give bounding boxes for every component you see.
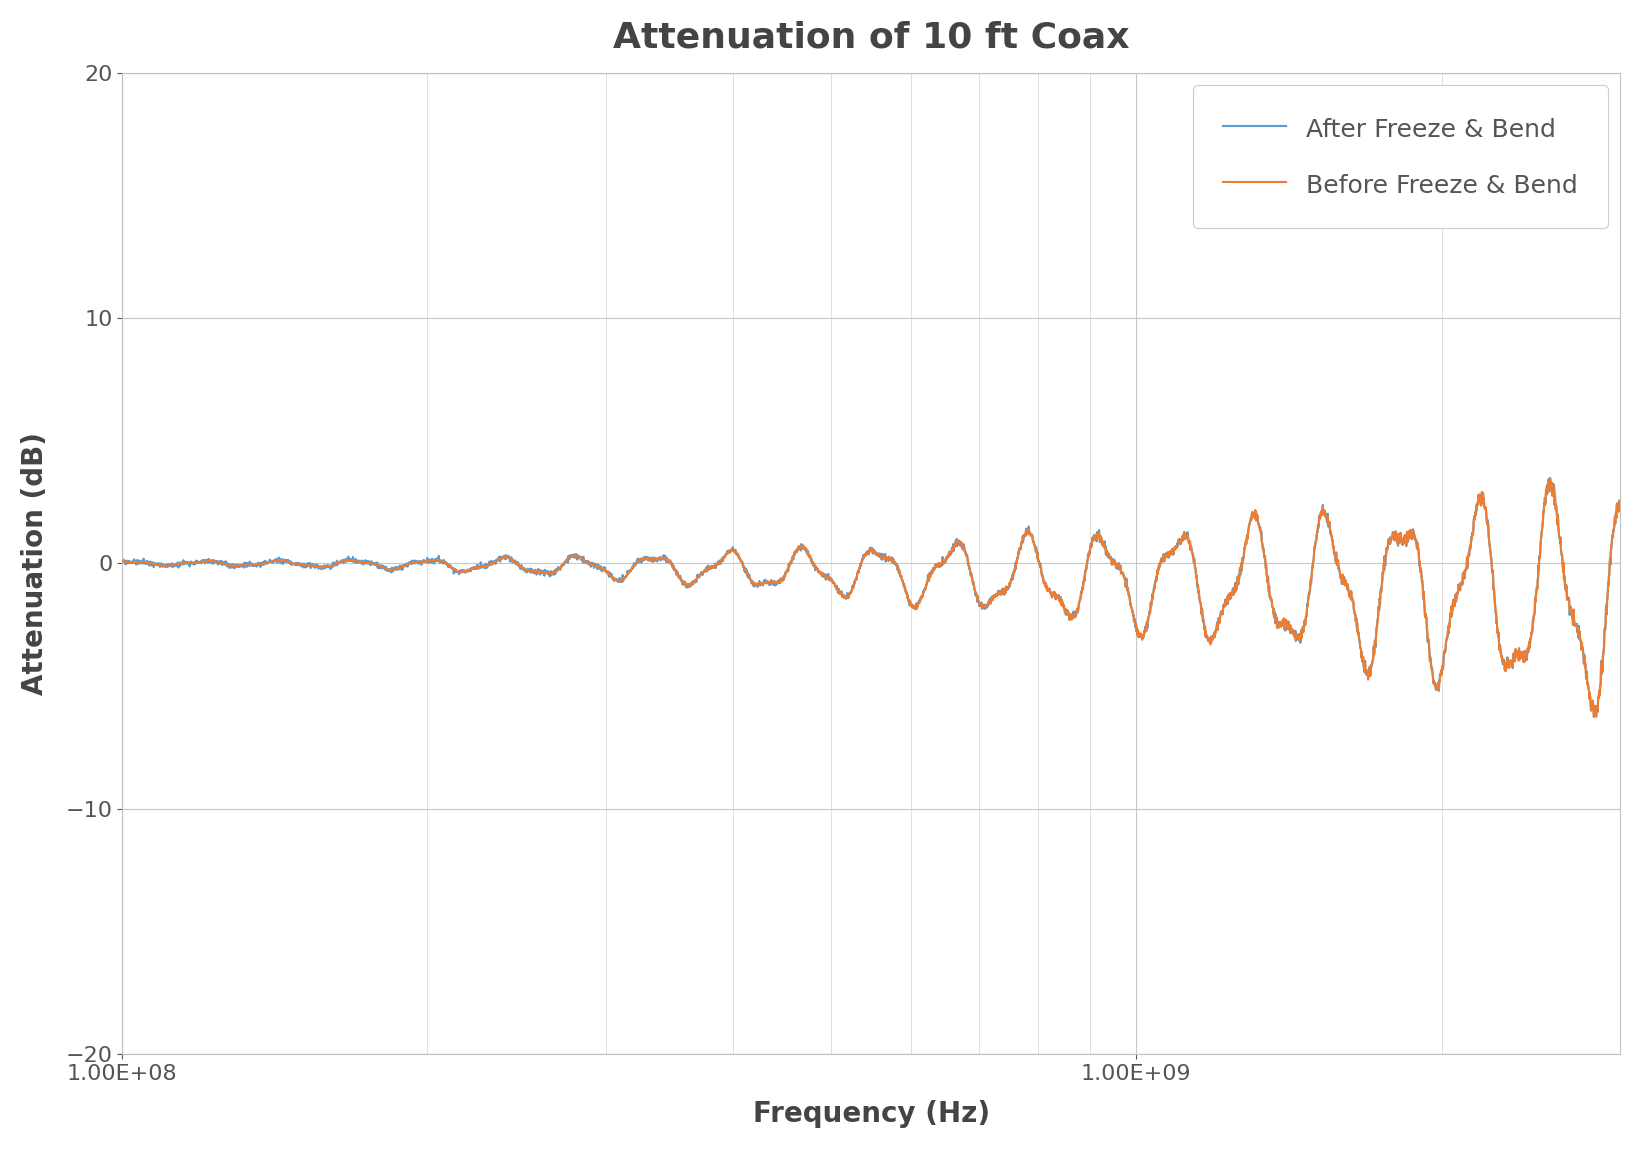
Before Freeze & Bend (742, 576, 761, 589)
After Freeze & Bend (1201, 637, 1221, 650)
Line: Before Freeze & Bend: Before Freeze & Bend (121, 478, 1620, 717)
Before Freeze & Bend (1201, 638, 1221, 651)
After Freeze & Bend (1541, 471, 1561, 485)
X-axis label: Frequency (Hz): Frequency (Hz) (753, 1100, 990, 1128)
Before Freeze & Bend (1584, 710, 1603, 724)
After Freeze & Bend (742, 577, 761, 591)
Before Freeze & Bend (1564, 617, 1584, 631)
Before Freeze & Bend (824, 576, 843, 589)
Before Freeze & Bend (1490, 643, 1510, 657)
After Freeze & Bend (1564, 616, 1584, 630)
After Freeze & Bend (1584, 710, 1603, 724)
Before Freeze & Bend (1610, 499, 1630, 512)
After Freeze & Bend (824, 577, 843, 591)
After Freeze & Bend (753, 577, 773, 591)
Legend: After Freeze & Bend, Before Freeze & Bend: After Freeze & Bend, Before Freeze & Ben… (1193, 85, 1608, 228)
Before Freeze & Bend (1541, 471, 1561, 485)
After Freeze & Bend (1490, 643, 1510, 657)
Before Freeze & Bend (753, 576, 773, 589)
Line: After Freeze & Bend: After Freeze & Bend (121, 478, 1620, 717)
Before Freeze & Bend (112, 555, 131, 569)
Title: Attenuation of 10 ft Coax: Attenuation of 10 ft Coax (614, 21, 1129, 55)
After Freeze & Bend (112, 555, 131, 569)
After Freeze & Bend (1610, 501, 1630, 515)
Y-axis label: Attenuation (dB): Attenuation (dB) (21, 432, 49, 695)
